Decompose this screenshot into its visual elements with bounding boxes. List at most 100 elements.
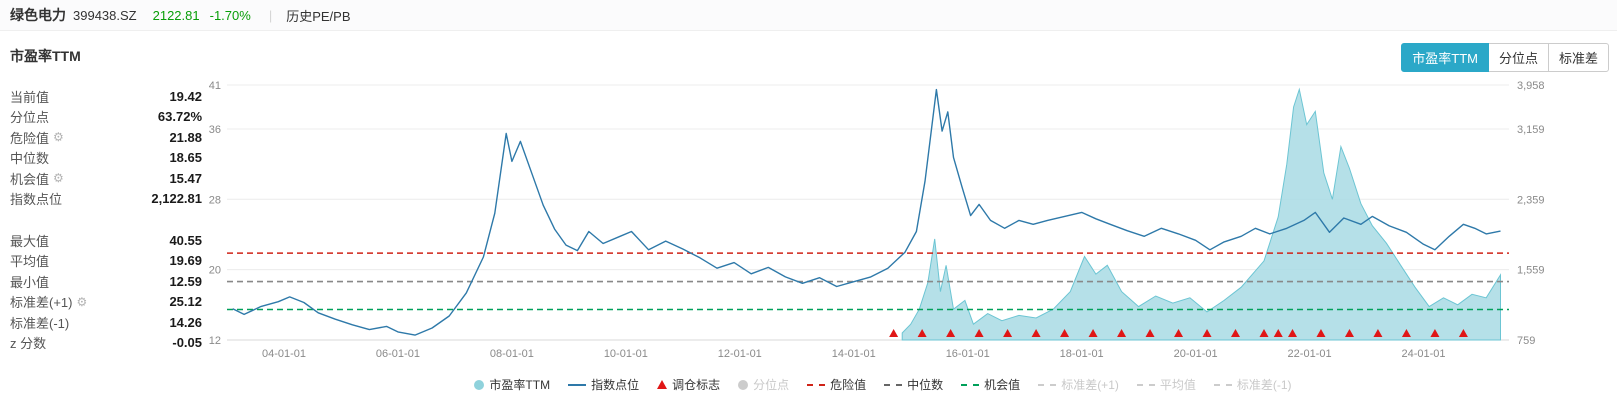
- svg-text:759: 759: [1517, 335, 1535, 347]
- legend-dash-swatch: [961, 383, 980, 386]
- stat-row: 分位点 63.72%: [10, 107, 202, 128]
- svg-text:36: 36: [209, 124, 221, 136]
- svg-text:1,559: 1,559: [1517, 265, 1545, 277]
- stat-label: 当前值: [10, 89, 50, 105]
- stat-value: 21.88: [169, 129, 202, 145]
- legend-label: 标准差(+1): [1061, 378, 1119, 392]
- legend-item[interactable]: 市盈率TTM: [474, 376, 550, 393]
- svg-text:3,159: 3,159: [1517, 124, 1545, 136]
- legend-circle-swatch: [738, 379, 749, 390]
- tab-2[interactable]: 标准差: [1547, 43, 1609, 72]
- tab-0[interactable]: 市盈率TTM: [1401, 43, 1489, 72]
- stat-row: z 分数 -0.05: [10, 333, 202, 354]
- stat-label: 机会值 ⚙: [10, 171, 64, 187]
- svg-text:24-01-01: 24-01-01: [1402, 348, 1446, 360]
- legend-label: 平均值: [1159, 378, 1196, 392]
- chart-legend: 市盈率TTM 指数点位 调仓标志 分位点 危险值 中位数 机会值 标准差(+1) 平均值 标准差(…: [203, 376, 1563, 393]
- svg-text:41: 41: [209, 80, 221, 92]
- stat-row: 平均值 19.69: [10, 251, 202, 272]
- legend-label: 调仓标志: [672, 378, 721, 392]
- stat-label: 最大值: [10, 233, 50, 249]
- svg-text:16-01-01: 16-01-01: [946, 348, 990, 360]
- stat-label: z 分数: [10, 336, 47, 352]
- legend-item[interactable]: 调仓标志: [657, 376, 720, 393]
- legend-item[interactable]: 指数点位: [568, 376, 639, 393]
- stat-row: 中位数 18.65: [10, 148, 202, 169]
- legend-label: 机会值: [984, 378, 1021, 392]
- stat-row: 标准差(-1) 14.26: [10, 312, 202, 333]
- legend-item[interactable]: 标准差(-1): [1213, 376, 1292, 393]
- stat-value: 19.69: [169, 253, 202, 269]
- tab-1[interactable]: 分位点: [1487, 43, 1549, 72]
- stat-value: 40.55: [169, 232, 202, 248]
- svg-text:14-01-01: 14-01-01: [832, 348, 876, 360]
- svg-text:3,958: 3,958: [1517, 80, 1545, 92]
- stat-value: 25.12: [169, 294, 202, 310]
- legend-label: 市盈率TTM: [489, 378, 551, 392]
- gear-icon[interactable]: ⚙: [76, 294, 88, 309]
- svg-text:12-01-01: 12-01-01: [718, 348, 762, 360]
- svg-text:20: 20: [209, 265, 221, 277]
- legend-dash-swatch: [807, 383, 826, 386]
- legend-item[interactable]: 标准差(+1): [1038, 376, 1119, 393]
- svg-text:04-01-01: 04-01-01: [262, 348, 306, 360]
- pe-chart-canvas[interactable]: 12 759 20 1,559 28 2,359 36 3,159 41 3,958 04-01-0…: [203, 70, 1563, 370]
- svg-text:10-01-01: 10-01-01: [604, 348, 648, 360]
- stat-row: 最大值 40.55: [10, 230, 202, 251]
- stat-value: 19.42: [169, 88, 202, 104]
- header: 绿色电力 399438.SZ 2122.81 -1.70% | 历史PE/PB: [0, 0, 1617, 31]
- legend-triangle-swatch: [657, 380, 668, 389]
- stats-panel: 当前值 19.42 分位点 63.72% 危险值 ⚙ 21.88 中位数 18.65 机会值 ⚙ 15…: [10, 86, 202, 374]
- legend-item[interactable]: 危险值: [807, 376, 866, 393]
- legend-item[interactable]: 中位数: [884, 376, 943, 393]
- legend-label: 危险值: [830, 378, 867, 392]
- stat-row: 当前值 19.42: [10, 86, 202, 107]
- legend-label: 指数点位: [591, 378, 640, 392]
- view-tabs: 市盈率TTM 分位点 标准差: [1401, 43, 1609, 72]
- stat-group: 最大值 40.55 平均值 19.69 最小值 12.59 标准差(+1) ⚙ 25.12 标准差…: [10, 230, 202, 353]
- stat-value: 63.72%: [157, 109, 202, 125]
- svg-text:20-01-01: 20-01-01: [1174, 348, 1218, 360]
- section-title: 市盈率TTM: [10, 48, 81, 64]
- gear-icon[interactable]: ⚙: [53, 171, 64, 186]
- legend-label: 分位点: [753, 378, 790, 392]
- stat-row: 危险值 ⚙ 21.88: [10, 127, 202, 148]
- legend-item[interactable]: 分位点: [738, 376, 789, 393]
- svg-text:06-01-01: 06-01-01: [376, 348, 420, 360]
- index-price: 2122.81: [152, 7, 200, 23]
- stat-row: 指数点位 2,122.81: [10, 189, 202, 210]
- stat-group: 当前值 19.42 分位点 63.72% 危险值 ⚙ 21.88 中位数 18.65 机会值 ⚙ 15…: [10, 86, 202, 209]
- legend-label: 中位数: [907, 378, 944, 392]
- stat-label: 分位点: [10, 110, 50, 126]
- stat-value: 18.65: [169, 150, 202, 166]
- index-change: -1.70%: [209, 7, 251, 23]
- legend-dash-swatch: [1136, 383, 1155, 386]
- stat-value: 14.26: [169, 314, 202, 330]
- legend-label: 标准差(-1): [1236, 378, 1292, 392]
- stat-label: 指数点位: [10, 192, 63, 208]
- svg-text:18-01-01: 18-01-01: [1060, 348, 1104, 360]
- nav-history-pe-pb[interactable]: 历史PE/PB: [286, 8, 351, 24]
- legend-line-swatch: [568, 383, 587, 386]
- legend-dash-swatch: [1213, 383, 1232, 386]
- legend-dash-swatch: [884, 383, 903, 386]
- header-divider: |: [268, 7, 273, 23]
- stat-row: 机会值 ⚙ 15.47: [10, 168, 202, 189]
- stat-value: 2,122.81: [151, 191, 202, 207]
- gear-icon[interactable]: ⚙: [53, 130, 64, 145]
- index-code: 399438.SZ: [73, 7, 137, 23]
- stat-label: 标准差(+1) ⚙: [10, 294, 88, 311]
- stat-label: 最小值: [10, 274, 50, 290]
- stat-label: 危险值 ⚙: [10, 130, 64, 146]
- stat-row: 标准差(+1) ⚙ 25.12: [10, 292, 202, 313]
- svg-text:28: 28: [209, 194, 221, 206]
- stat-row: 最小值 12.59: [10, 271, 202, 292]
- index-name: 绿色电力: [10, 7, 66, 23]
- stat-value: 15.47: [169, 170, 202, 186]
- pe-chart[interactable]: 12 759 20 1,559 28 2,359 36 3,159 41 3,958 04-01-0…: [203, 70, 1563, 370]
- svg-text:12: 12: [209, 335, 221, 347]
- legend-item[interactable]: 平均值: [1136, 376, 1196, 393]
- stat-label: 标准差(-1): [10, 315, 70, 331]
- legend-item[interactable]: 机会值: [961, 376, 1020, 393]
